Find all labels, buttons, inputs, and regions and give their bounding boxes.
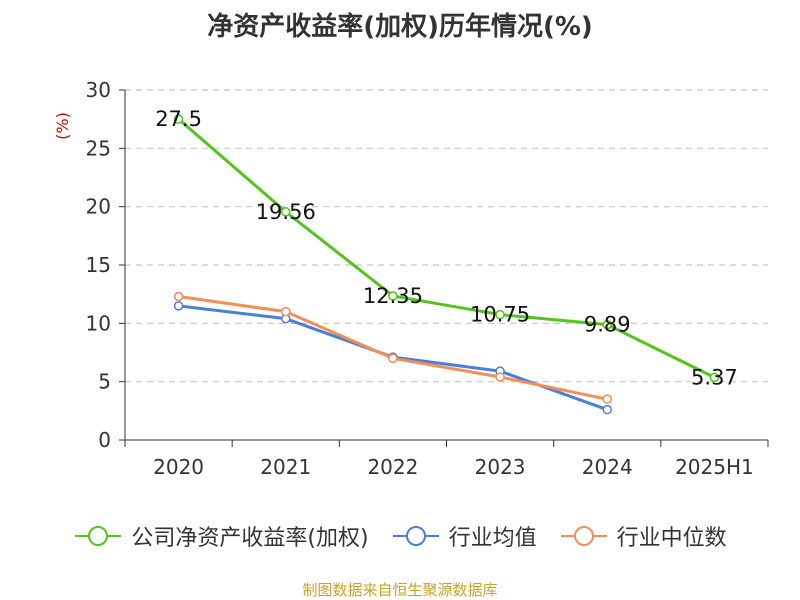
legend-label-industry-median: 行业中位数	[616, 526, 727, 551]
legend-label-company-roe: 公司净资产收益率(加权)	[131, 526, 369, 551]
data-label: 27.5	[155, 107, 202, 131]
chart-title: 净资产收益率(加权)历年情况(%)	[207, 12, 593, 42]
data-label: 19.56	[256, 200, 316, 224]
y-tick-label: 30	[86, 78, 111, 102]
series-line	[178, 295, 608, 401]
chart-legend: 公司净资产收益率(加权) 行业均值 行业中位数	[0, 519, 800, 553]
x-tick-label: 2025H1	[675, 455, 754, 479]
x-tick-label: 2020	[153, 455, 204, 479]
x-tick-label: 2023	[475, 455, 526, 479]
y-tick-label: 10	[86, 311, 111, 335]
data-point	[709, 372, 720, 383]
data-label: 9.89	[584, 313, 631, 337]
legend-marker-blue-icon	[392, 526, 439, 546]
data-label: 10.75	[470, 303, 530, 327]
data-point	[173, 114, 184, 124]
data-point	[602, 394, 612, 404]
data-point	[388, 291, 398, 301]
legend-marker-orange-icon	[560, 526, 607, 546]
data-label: 12.35	[363, 284, 423, 308]
legend-marker-green-icon	[75, 526, 122, 546]
series-line	[177, 118, 716, 379]
data-point	[173, 301, 184, 311]
data-point	[281, 306, 291, 317]
x-tick-label: 2024	[582, 455, 633, 479]
data-point	[495, 309, 505, 320]
data-point	[495, 372, 505, 382]
y-tick-label: 0	[98, 428, 111, 452]
y-tick-label: 15	[86, 253, 111, 277]
legend-item-industry-mean[interactable]: 行业均值	[391, 520, 537, 552]
legend-label-industry-mean: 行业均值	[448, 526, 537, 551]
data-point	[173, 291, 184, 302]
y-tick-label: 20	[86, 195, 111, 219]
y-tick-label: 5	[98, 370, 111, 394]
data-labels: 27.5 19.56 12.35 10.75 9.89 5.37	[155, 107, 738, 389]
x-tick-label: 2021	[260, 455, 311, 479]
data-source-note: 制图数据来自恒生聚源数据库	[302, 581, 498, 599]
legend-item-industry-median[interactable]: 行业中位数	[559, 520, 727, 552]
series-lines	[173, 114, 720, 415]
data-point	[602, 404, 612, 415]
x-tick-label: 2022	[367, 455, 418, 479]
legend-item-company-roe[interactable]: 公司净资产收益率(加权)	[73, 520, 369, 552]
data-point	[281, 207, 291, 217]
y-axis-label: (%)	[53, 112, 72, 140]
grid-lines	[125, 89, 768, 383]
axes: 0 5 10 15 20 25 30 2020 2021 2022 2023 2024 2025H1	[86, 78, 769, 479]
y-tick-label: 25	[86, 136, 111, 160]
data-point	[388, 353, 398, 364]
data-point	[602, 319, 612, 330]
data-label: 5.37	[691, 365, 738, 389]
